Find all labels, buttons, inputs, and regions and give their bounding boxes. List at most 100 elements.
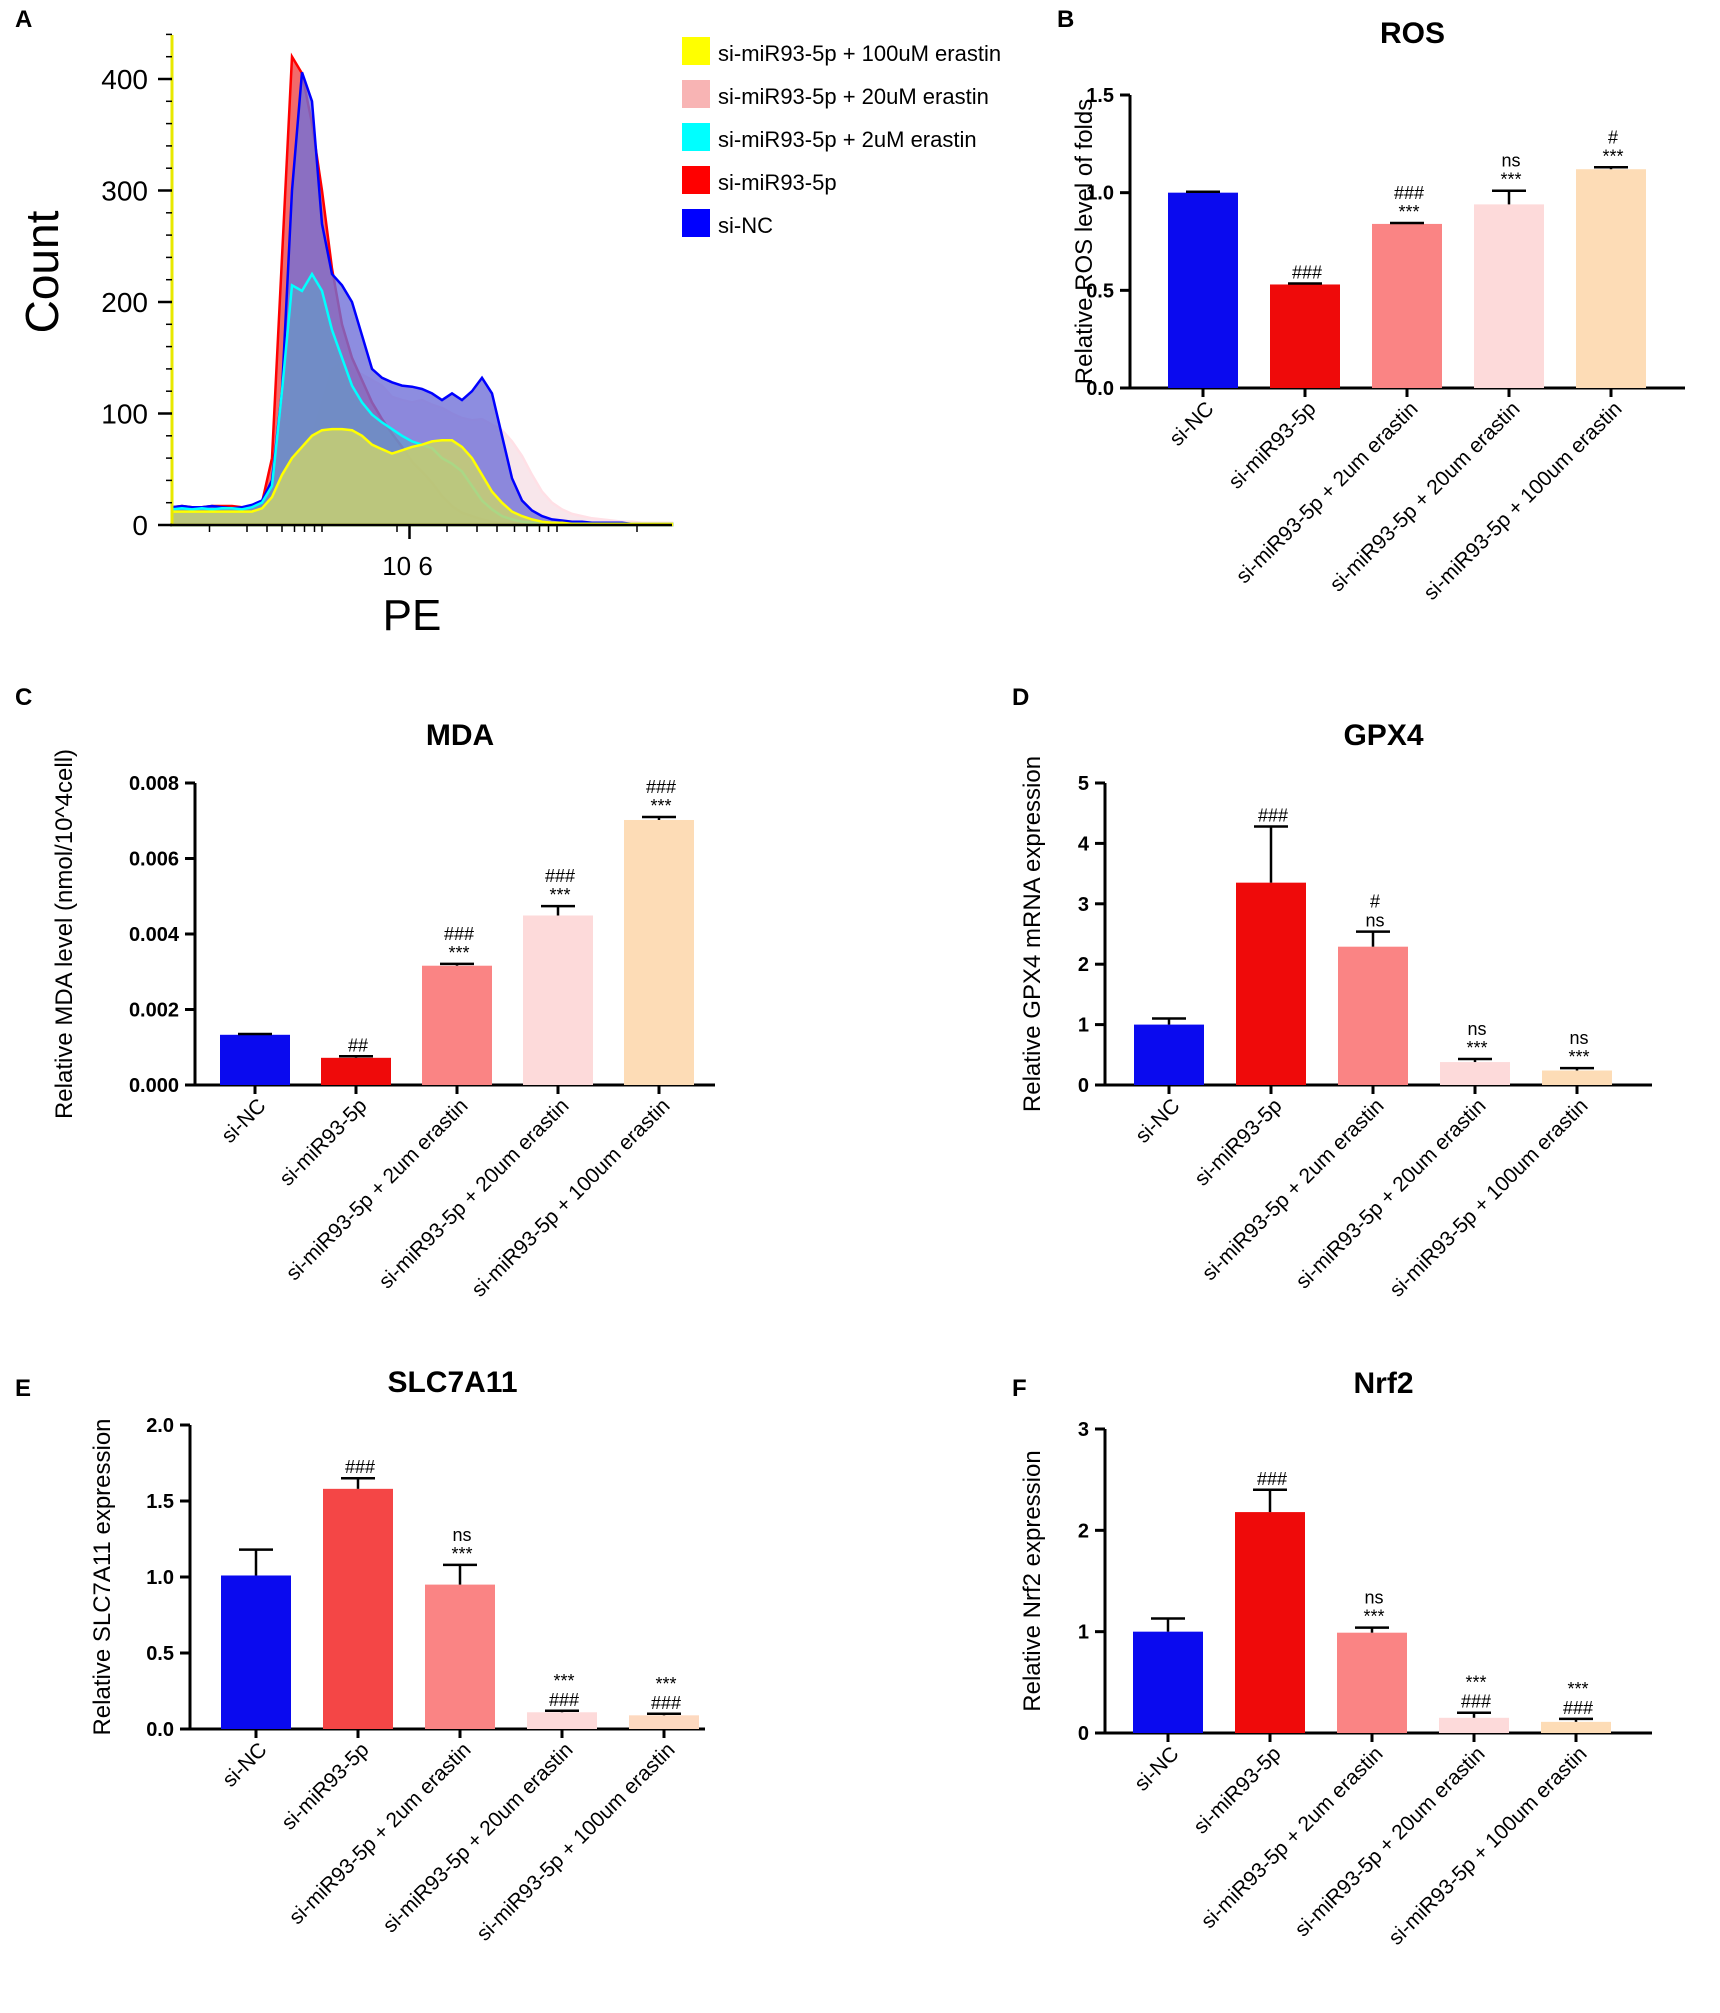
y-tick-label: 0.0 [1086, 378, 1114, 400]
bar [221, 1575, 291, 1729]
y-tick-label: 3 [1078, 1419, 1089, 1441]
x-tick-label: si-NC [1165, 397, 1218, 450]
legend-label: si-miR93-5p [718, 170, 837, 195]
panel-d: D GPX4 0 1 2 3 4 5 Relative GPX4 mRNA expression… [1012, 684, 1652, 1302]
y-tick-label: 2 [1078, 1520, 1089, 1542]
panel-label-f: F [1012, 1375, 1027, 1402]
y-axis-label: Count [16, 210, 68, 333]
y-axis-label: Relative SLC7A11 expression [89, 1418, 116, 1735]
legend-label: si-miR93-5p + 2uM erastin [718, 127, 977, 152]
significance-label: ns [1501, 151, 1520, 171]
legend: si-miR93-5p + 100uM erastin si-miR93-5p +… [682, 37, 1001, 238]
y-tick-label: 1.5 [1086, 85, 1114, 107]
x-tick-label: 10 6 [382, 551, 433, 581]
bar [220, 1034, 290, 1085]
bar [1474, 204, 1544, 388]
panel-label-e: E [15, 1375, 31, 1402]
x-tick-label: si-miR93-5p [275, 1094, 371, 1190]
bar [422, 965, 492, 1085]
bar [1133, 1631, 1203, 1733]
significance-label: *** [1465, 1673, 1486, 1693]
x-tick-label: si-miR93-5p + 20um erastin [1290, 1742, 1489, 1941]
significance-label: *** [1567, 1679, 1588, 1699]
significance-label: ns [1364, 1588, 1383, 1608]
x-tick-label: si-miR93-5p + 100um erastin [1384, 1742, 1591, 1949]
x-tick-label: si-miR93-5p + 20um erastin [378, 1738, 577, 1937]
chart-title: Nrf2 [1353, 1367, 1413, 1400]
x-tick-label: si-miR93-5p + 2um erastin [1232, 397, 1423, 588]
significance-label: *** [655, 1674, 676, 1694]
chart-title: ROS [1380, 17, 1445, 50]
x-tick-label: si-miR93-5p [1190, 1094, 1286, 1190]
x-tick-label: si-miR93-5p + 100um erastin [472, 1738, 679, 1945]
bar [425, 1584, 495, 1729]
bar [1440, 1062, 1510, 1085]
x-tick-label: si-NC [1131, 1094, 1184, 1147]
significance-label: ns [1365, 911, 1384, 931]
y-tick-label: 0.008 [129, 773, 179, 795]
bar [523, 915, 593, 1085]
bar [321, 1057, 391, 1085]
y-tick-label: 2.0 [146, 1415, 174, 1437]
x-tick-label: si-miR93-5p + 2um erastin [282, 1094, 473, 1285]
bar [1168, 192, 1238, 388]
panel-label-c: C [15, 684, 32, 711]
significance-label: ### [1257, 1469, 1287, 1489]
significance-label: ### [1258, 805, 1288, 825]
x-tick-label: si-miR93-5p + 2um erastin [1198, 1094, 1389, 1285]
significance-label: *** [650, 796, 671, 816]
x-axis-label: PE [383, 591, 442, 640]
x-tick-label: si-NC [218, 1738, 271, 1791]
significance-label: *** [553, 1671, 574, 1691]
x-tick-label: si-miR93-5p + 20um erastin [1291, 1094, 1490, 1293]
bar [1236, 882, 1306, 1085]
bar [1372, 223, 1442, 388]
significance-label: *** [1466, 1038, 1487, 1058]
y-tick-label: 300 [101, 176, 148, 207]
legend-swatch [682, 123, 710, 151]
y-tick-label: 100 [101, 399, 148, 430]
y-tick-label: 1 [1078, 1622, 1089, 1644]
significance-label: *** [1500, 170, 1521, 190]
chart-title: SLC7A11 [387, 1366, 517, 1399]
legend-swatch [682, 209, 710, 237]
y-tick-label: 0.004 [129, 924, 180, 946]
y-tick-label: 2 [1078, 954, 1089, 976]
x-tick-label: si-miR93-5p [277, 1738, 373, 1834]
y-tick-label: 0.5 [1086, 280, 1114, 302]
panel-a: A 0 100 200 300 400 10 6 PE Count si-miR93-5p + 1… [15, 6, 1001, 640]
x-tick-label: si-miR93-5p + 20um erastin [374, 1094, 573, 1293]
y-tick-label: 1.0 [146, 1567, 174, 1589]
bar [1235, 1512, 1305, 1733]
x-tick-label: si-miR93-5p + 100um erastin [467, 1094, 674, 1301]
significance-label: ### [646, 777, 676, 797]
significance-label: *** [1568, 1047, 1589, 1067]
significance-label: *** [1398, 202, 1419, 222]
legend-swatch [682, 37, 710, 65]
significance-label: ### [444, 924, 474, 944]
bar [1541, 1721, 1611, 1733]
y-tick-label: 1 [1078, 1015, 1089, 1037]
bar [624, 819, 694, 1085]
legend-label: si-miR93-5p + 20uM erastin [718, 84, 989, 109]
significance-label: ## [348, 1035, 368, 1055]
y-tick-label: 0.000 [129, 1075, 179, 1097]
bar [1439, 1717, 1509, 1733]
y-axis-label: Relative GPX4 mRNA expression [1019, 756, 1046, 1112]
significance-label: # [1608, 127, 1618, 147]
legend-swatch [682, 80, 710, 108]
significance-label: ### [545, 866, 575, 886]
panel-label-b: B [1057, 6, 1074, 33]
histogram-series [170, 427, 674, 527]
significance-label: ### [1563, 1698, 1593, 1718]
y-tick-label: 0 [132, 510, 148, 541]
y-tick-label: 1.0 [1086, 183, 1114, 205]
x-tick-label: si-miR93-5p + 20um erastin [1325, 397, 1524, 596]
bar [1270, 284, 1340, 388]
significance-label: *** [1363, 1607, 1384, 1627]
y-tick-label: 0.006 [129, 849, 179, 871]
significance-label: ### [651, 1693, 681, 1713]
significance-label: ns [1467, 1019, 1486, 1039]
y-tick-label: 0.0 [146, 1719, 174, 1741]
